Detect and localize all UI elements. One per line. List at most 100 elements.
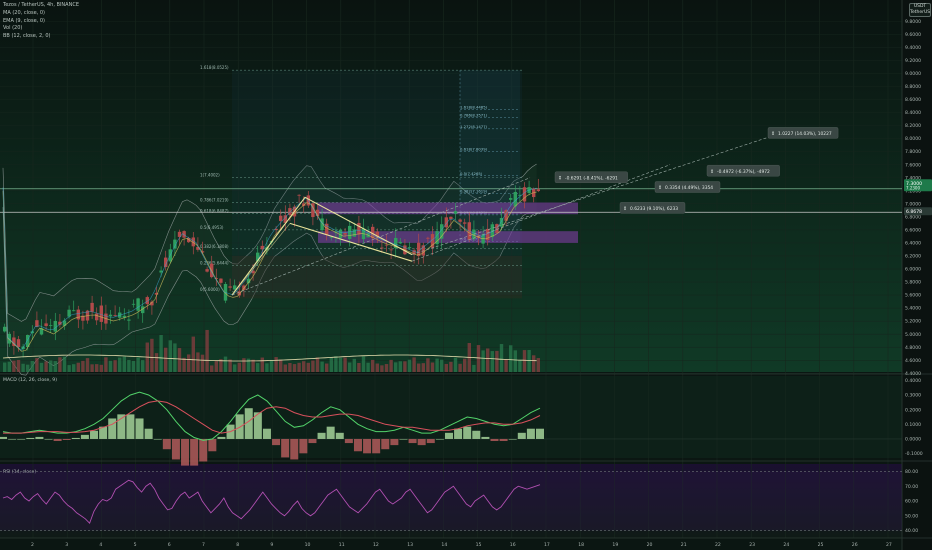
volume-bar (260, 357, 264, 372)
macd-histogram-bar (353, 438, 362, 452)
currency-unit-button[interactable]: USDT TetherUS (909, 3, 931, 17)
macd-histogram-bar (144, 428, 153, 439)
macd-tick-label: -0.1000 (905, 451, 923, 457)
fib-lower-zone (232, 255, 522, 299)
candle-body (435, 231, 439, 245)
time-axis-label: 27 (886, 542, 892, 548)
candle-body (329, 236, 333, 238)
price-tick-label: 9.0000 (905, 71, 921, 77)
volume-bar (118, 357, 122, 372)
macd-histogram-bar (299, 438, 308, 454)
volume-bar (53, 361, 57, 372)
volume-bar (329, 357, 333, 372)
candle-body (288, 208, 292, 215)
candle-body (283, 215, 287, 223)
candle-body (348, 225, 352, 239)
fib-ext-label: 1.618(8.4485) (460, 104, 488, 109)
price-tick-label: 6.4000 (905, 241, 921, 247)
candle-body (260, 245, 264, 250)
macd-histogram-bar (17, 438, 26, 440)
fib-level-label: 0(5.6000) (200, 287, 220, 292)
candle-body (67, 309, 71, 317)
candle-body (228, 286, 232, 288)
bollinger-upper (2, 163, 537, 322)
candle-body (536, 189, 540, 192)
candle-body (113, 315, 117, 316)
volume-bar (90, 364, 94, 372)
volume-bar (182, 357, 186, 372)
macd-histogram-bar (408, 438, 417, 444)
candle-body (394, 237, 398, 249)
volume-bar (205, 329, 209, 372)
volume-bar (458, 363, 462, 372)
volume-bar (265, 363, 269, 372)
volume-bar (394, 362, 398, 372)
bb-legend[interactable]: BB (12, close, 2, 0) (3, 33, 51, 40)
candle-body (237, 291, 241, 296)
volume-bar (495, 350, 499, 372)
candle-body (440, 224, 444, 239)
volume-bar (357, 362, 361, 372)
candle-body (35, 320, 39, 327)
macd-histogram-bar (363, 438, 372, 454)
candle-body (444, 217, 448, 228)
macd-histogram-bar (53, 438, 62, 442)
volume-bar (256, 363, 260, 372)
macd-histogram-bar (235, 414, 244, 439)
candle-body (76, 309, 80, 320)
macd-histogram-bar (426, 438, 435, 444)
candle-body (513, 191, 517, 207)
ema-legend[interactable]: EMA (9, close, 0) (3, 17, 45, 24)
price-tick-label: 8.6000 (905, 97, 921, 103)
macd-histogram-bar (490, 438, 499, 442)
volume-bar (237, 362, 241, 372)
candle-body (26, 334, 30, 348)
candle-body (375, 231, 379, 238)
volume-bar (154, 353, 159, 372)
candle-body (490, 224, 494, 238)
vol-legend[interactable]: Vol (20) (3, 25, 23, 32)
time-axis-label: 16 (510, 542, 516, 548)
candle-body (53, 320, 57, 332)
candle-body (486, 228, 490, 241)
volume-bar (504, 359, 508, 372)
measure-label-text: 0.3354 (4.49%), 3354 (665, 185, 713, 191)
candle-body (81, 315, 85, 321)
volume-bar (297, 362, 301, 372)
candle-body (371, 226, 375, 239)
ma-legend[interactable]: MA (20, close, 0) (3, 9, 46, 16)
volume-bar (288, 363, 292, 372)
time-axis-label: 23 (749, 542, 755, 548)
candle-body (311, 203, 315, 218)
volume-bar (3, 362, 7, 372)
rsi-pane-background (0, 464, 902, 538)
projection-line (411, 133, 781, 255)
ema-line (2, 187, 537, 351)
volume-bar (99, 364, 103, 372)
time-axis-label: 14 (441, 542, 447, 548)
rsi-tick-label: 70.00 (905, 484, 918, 490)
volume-bar (361, 356, 366, 372)
candle-body (426, 237, 430, 239)
projection-line (231, 177, 531, 296)
candle-body (251, 270, 255, 274)
fib-level-label: 1.618(8.0525) (200, 65, 229, 70)
volume-bar (444, 363, 448, 372)
macd-signal-line (3, 400, 541, 434)
candle-body (463, 222, 467, 224)
macd-histogram-bar (536, 428, 544, 439)
rsi-tick-label: 60.00 (905, 499, 918, 505)
time-axis-label: 4 (99, 542, 102, 548)
time-axis-label: 20 (647, 542, 653, 548)
macd-histogram-bar (8, 438, 17, 440)
price-tick-label: 7.0000 (905, 201, 921, 207)
volume-bar (481, 350, 485, 372)
bollinger-lower (2, 207, 537, 376)
price-tick-label: 8.2000 (905, 123, 921, 129)
price-pane-background (0, 0, 902, 372)
fib-ext-label: 0.618(7.8039) (460, 147, 488, 152)
rsi-band-fill (0, 471, 902, 531)
symbol-title[interactable]: Tezos / TetherUS, 4h, BINANCE (3, 2, 79, 8)
candle-body (49, 325, 53, 327)
